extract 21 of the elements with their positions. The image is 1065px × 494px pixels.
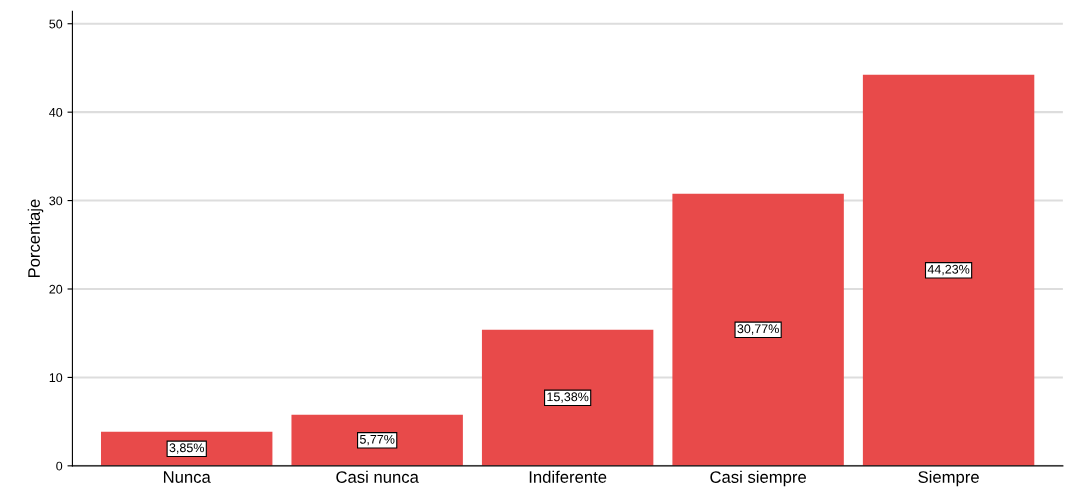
y-tick-label: 40 — [49, 107, 63, 117]
y-tick-label: 30 — [49, 196, 63, 206]
bar — [862, 74, 1035, 466]
data-label: 3,85% — [169, 443, 204, 454]
data-label: 15,38% — [547, 392, 589, 403]
y-tick-label: 20 — [49, 284, 63, 294]
x-tick-label: Nunca — [163, 471, 211, 483]
y-axis-title: Porcentaje — [27, 199, 44, 278]
y-tick-label: 0 — [56, 461, 63, 471]
x-tick-label: Casi siempre — [710, 470, 806, 487]
data-label: 5,77% — [359, 434, 395, 446]
bar — [481, 329, 654, 466]
bar — [291, 414, 463, 466]
data-label: 30,77% — [737, 324, 779, 335]
x-tick-label: Indiferente — [529, 470, 607, 483]
data-label: 44,23% — [927, 264, 970, 276]
x-tick-label: Casi nunca — [336, 470, 419, 483]
y-tick-label: 50 — [49, 19, 63, 29]
bar — [672, 193, 844, 466]
y-tick-label: 10 — [49, 373, 63, 383]
x-tick-label: Siempre — [918, 470, 979, 487]
